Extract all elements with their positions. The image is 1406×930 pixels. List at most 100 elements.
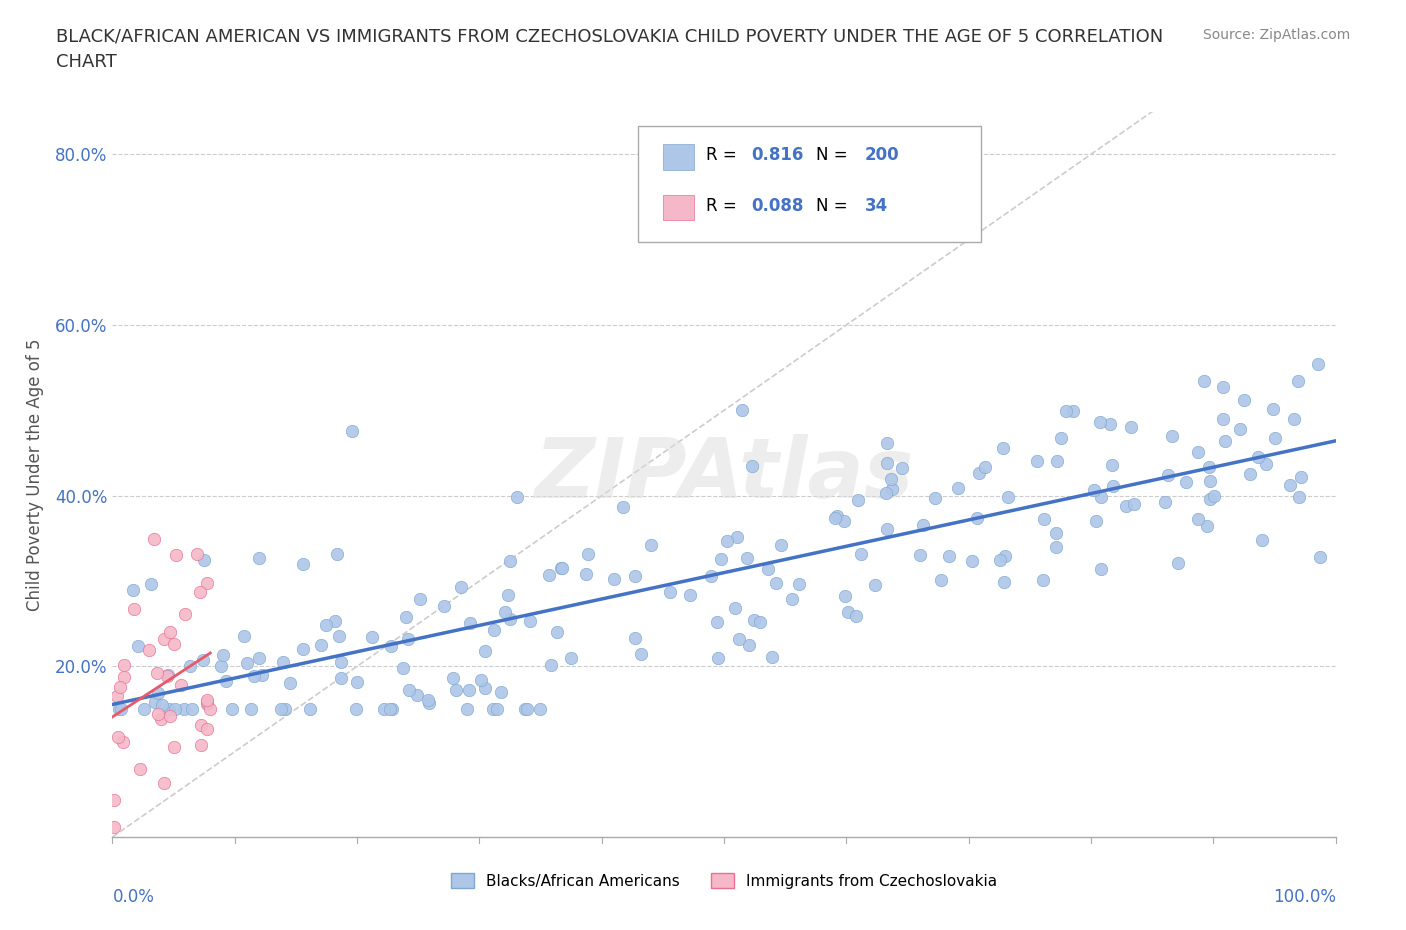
- Point: [728, 631, 751, 646]
- Point: [1032, 573, 1054, 588]
- Point: [346, 674, 368, 689]
- Point: [458, 616, 481, 631]
- Text: 100.0%: 100.0%: [1272, 888, 1336, 906]
- Point: [373, 701, 395, 716]
- Point: [723, 601, 745, 616]
- Point: [725, 529, 748, 544]
- Point: [378, 701, 401, 716]
- Point: [640, 538, 662, 552]
- Point: [361, 630, 384, 644]
- Point: [1282, 412, 1305, 427]
- Point: [112, 734, 135, 749]
- Point: [499, 611, 522, 626]
- Point: [193, 552, 215, 567]
- Point: [381, 701, 404, 716]
- Point: [190, 737, 212, 752]
- Point: [1264, 431, 1286, 445]
- Point: [103, 819, 125, 834]
- Point: [1045, 525, 1067, 540]
- Point: [1098, 417, 1121, 432]
- Point: [825, 509, 848, 524]
- Point: [1084, 513, 1107, 528]
- Point: [398, 683, 420, 698]
- Point: [195, 693, 218, 708]
- Point: [173, 701, 195, 716]
- Point: [529, 701, 551, 716]
- Point: [993, 574, 1015, 589]
- Point: [240, 701, 263, 716]
- Point: [152, 631, 174, 646]
- Point: [149, 711, 172, 726]
- Point: [474, 681, 496, 696]
- Point: [298, 701, 321, 716]
- Y-axis label: Child Poverty Under the Age of 5: Child Poverty Under the Age of 5: [25, 338, 44, 611]
- FancyBboxPatch shape: [664, 195, 693, 220]
- Point: [1045, 539, 1067, 554]
- Point: [1278, 478, 1301, 493]
- Point: [274, 701, 297, 716]
- Point: [962, 553, 984, 568]
- Point: [159, 709, 181, 724]
- Point: [191, 653, 214, 668]
- Point: [1174, 475, 1197, 490]
- Point: [107, 730, 129, 745]
- Point: [710, 552, 733, 567]
- Point: [1119, 419, 1142, 434]
- Point: [186, 547, 208, 562]
- Point: [1308, 357, 1330, 372]
- Point: [198, 702, 221, 717]
- Point: [278, 675, 301, 690]
- Point: [911, 517, 934, 532]
- Point: [993, 441, 1015, 456]
- Text: Source: ZipAtlas.com: Source: ZipAtlas.com: [1202, 28, 1350, 42]
- Point: [519, 614, 541, 629]
- Point: [474, 644, 496, 658]
- Point: [156, 669, 179, 684]
- Point: [181, 701, 204, 716]
- Point: [138, 643, 160, 658]
- FancyBboxPatch shape: [664, 144, 693, 169]
- Point: [749, 615, 772, 630]
- Point: [515, 701, 537, 716]
- Point: [1049, 431, 1071, 445]
- Point: [143, 695, 166, 710]
- Point: [1123, 497, 1146, 512]
- Point: [1229, 422, 1251, 437]
- Point: [165, 701, 187, 716]
- Point: [824, 511, 846, 525]
- Point: [195, 697, 218, 711]
- Point: [499, 553, 522, 568]
- Point: [169, 678, 191, 693]
- Point: [129, 762, 152, 777]
- Point: [212, 648, 235, 663]
- Point: [1102, 479, 1125, 494]
- Point: [1309, 549, 1331, 564]
- Text: 0.0%: 0.0%: [112, 888, 155, 906]
- Point: [756, 562, 779, 577]
- Point: [1247, 450, 1270, 465]
- Point: [1288, 490, 1310, 505]
- Point: [741, 458, 763, 473]
- Point: [1195, 518, 1218, 533]
- Point: [344, 701, 367, 716]
- Point: [236, 656, 259, 671]
- Point: [1213, 433, 1236, 448]
- Point: [139, 577, 162, 591]
- Point: [1062, 403, 1084, 418]
- Point: [837, 604, 859, 619]
- Text: 200: 200: [865, 146, 900, 164]
- Point: [270, 701, 292, 716]
- Point: [761, 650, 783, 665]
- Text: 34: 34: [865, 197, 889, 215]
- Point: [576, 546, 599, 561]
- Point: [974, 459, 997, 474]
- Point: [406, 687, 429, 702]
- Point: [247, 551, 270, 565]
- Point: [292, 642, 315, 657]
- Legend: Blacks/African Americans, Immigrants from Czechoslovakia: Blacks/African Americans, Immigrants fro…: [446, 867, 1002, 895]
- Point: [409, 591, 432, 606]
- Point: [243, 669, 266, 684]
- Point: [997, 489, 1019, 504]
- Point: [482, 701, 505, 716]
- Point: [110, 701, 132, 716]
